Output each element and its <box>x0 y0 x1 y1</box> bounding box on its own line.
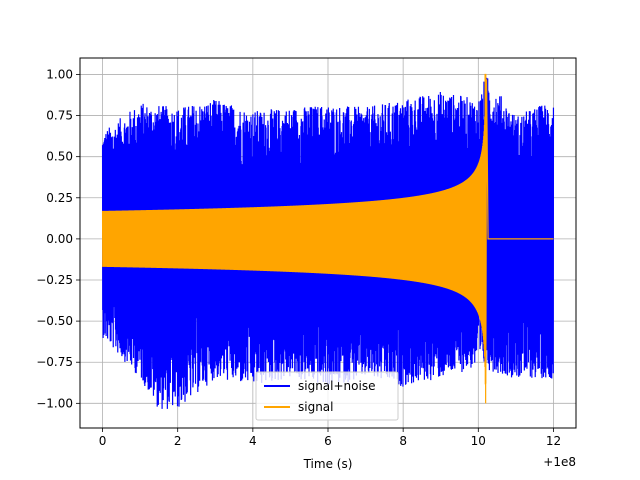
plot-area <box>101 73 555 409</box>
y-tick-label: −0.25 <box>36 273 73 287</box>
series-signal-noise-line <box>101 77 555 409</box>
y-tick-label: 0.25 <box>46 191 73 205</box>
x-tick-label: 2 <box>174 434 182 448</box>
x-offset-label: +1e8 <box>543 455 576 469</box>
y-tick-label: −0.75 <box>36 355 73 369</box>
legend-box <box>255 371 399 421</box>
legend-label-signal: signal <box>298 400 334 414</box>
series-signal-line <box>101 73 554 404</box>
y-tick-label: 0.00 <box>46 232 73 246</box>
y-tick-label: 1.00 <box>46 67 73 81</box>
x-tick-label: 4 <box>249 434 257 448</box>
x-tick-label: 12 <box>546 434 561 448</box>
x-tick-label: 6 <box>324 434 332 448</box>
ticks: 0 2 4 6 8 10 12 −1.00 −0.75 −0.50 −0.25 0.00 0.25 0.5… <box>36 67 561 448</box>
y-tick-label: −0.50 <box>36 314 73 328</box>
x-tick-label: 8 <box>399 434 407 448</box>
y-tick-label: −1.00 <box>36 396 73 410</box>
y-tick-label: 0.75 <box>46 109 73 123</box>
x-tick-label: 0 <box>99 434 107 448</box>
x-axis-label: Time (s) <box>303 457 353 471</box>
legend: signal+noise signal <box>255 371 399 421</box>
x-tick-label: 10 <box>471 434 486 448</box>
y-tick-label: 0.50 <box>46 150 73 164</box>
legend-label-signal-noise: signal+noise <box>298 379 375 393</box>
